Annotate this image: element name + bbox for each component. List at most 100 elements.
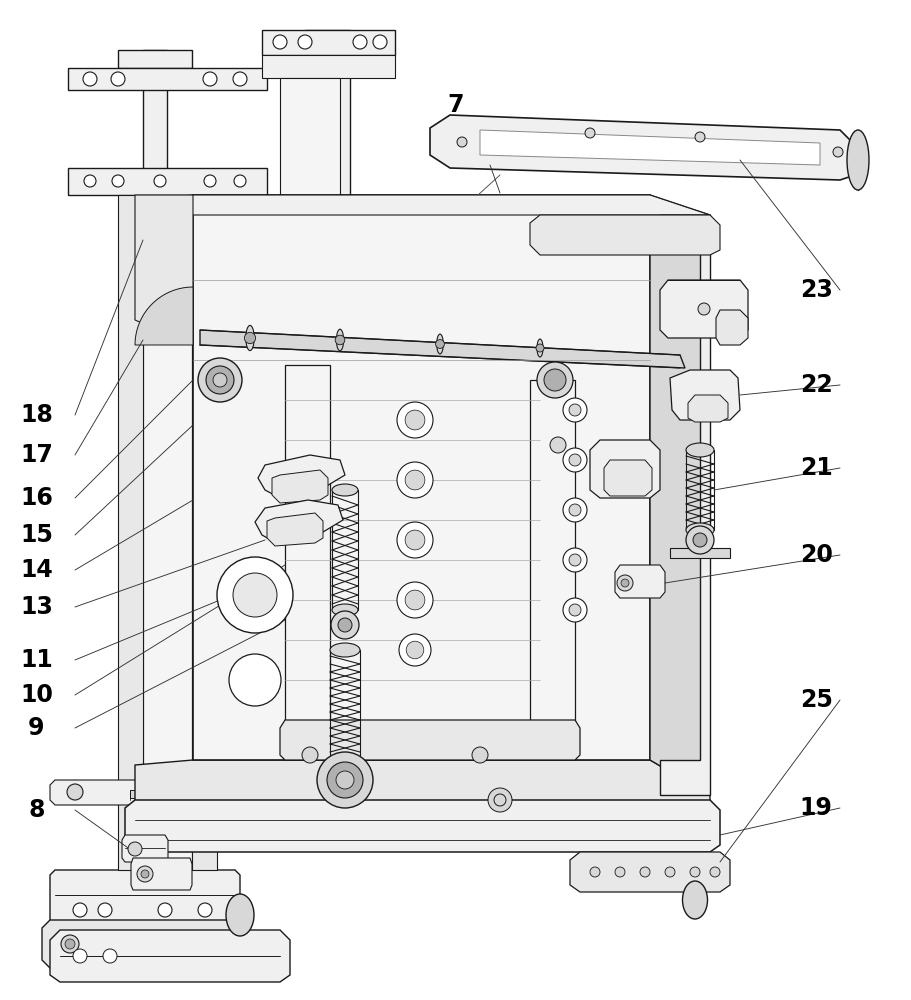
- Polygon shape: [42, 920, 248, 968]
- Circle shape: [83, 72, 97, 86]
- Circle shape: [302, 747, 318, 763]
- Polygon shape: [284, 365, 330, 740]
- Bar: [670, 548, 729, 558]
- Circle shape: [614, 867, 624, 877]
- Circle shape: [158, 903, 172, 917]
- Circle shape: [568, 404, 580, 416]
- Polygon shape: [135, 195, 710, 215]
- Circle shape: [562, 598, 587, 622]
- Polygon shape: [687, 395, 727, 422]
- Ellipse shape: [246, 325, 254, 351]
- Text: 9: 9: [28, 716, 45, 740]
- Circle shape: [335, 771, 353, 789]
- Polygon shape: [143, 195, 192, 870]
- Polygon shape: [261, 55, 394, 78]
- Circle shape: [84, 175, 96, 187]
- Polygon shape: [267, 513, 322, 546]
- Circle shape: [568, 554, 580, 566]
- Polygon shape: [192, 195, 217, 870]
- Ellipse shape: [226, 894, 254, 936]
- Circle shape: [664, 867, 674, 877]
- Circle shape: [404, 470, 425, 490]
- Circle shape: [137, 866, 153, 882]
- Circle shape: [472, 747, 487, 763]
- Circle shape: [562, 498, 587, 522]
- Ellipse shape: [685, 443, 713, 457]
- Circle shape: [396, 462, 433, 498]
- Circle shape: [97, 903, 112, 917]
- Polygon shape: [271, 470, 328, 503]
- Polygon shape: [68, 168, 267, 195]
- Circle shape: [562, 548, 587, 572]
- Circle shape: [456, 137, 466, 147]
- Polygon shape: [479, 130, 819, 165]
- Circle shape: [685, 526, 713, 554]
- Text: 19: 19: [799, 796, 832, 820]
- Circle shape: [398, 634, 431, 666]
- Circle shape: [617, 575, 632, 591]
- Polygon shape: [50, 930, 290, 982]
- Circle shape: [141, 870, 148, 878]
- Circle shape: [353, 35, 366, 49]
- Text: 20: 20: [799, 543, 832, 567]
- Text: 13: 13: [20, 595, 53, 619]
- Circle shape: [198, 358, 241, 402]
- Circle shape: [543, 369, 566, 391]
- Circle shape: [589, 867, 599, 877]
- Ellipse shape: [332, 604, 358, 616]
- Polygon shape: [200, 330, 684, 368]
- Circle shape: [568, 454, 580, 466]
- Circle shape: [396, 402, 433, 438]
- Polygon shape: [122, 835, 168, 862]
- Circle shape: [232, 72, 247, 86]
- Circle shape: [404, 530, 425, 550]
- Text: 15: 15: [20, 523, 53, 547]
- Ellipse shape: [330, 753, 360, 767]
- Ellipse shape: [846, 130, 868, 190]
- Circle shape: [537, 362, 572, 398]
- Circle shape: [73, 949, 87, 963]
- Ellipse shape: [681, 881, 707, 919]
- Circle shape: [73, 903, 87, 917]
- Circle shape: [549, 437, 566, 453]
- Polygon shape: [68, 68, 267, 90]
- Circle shape: [494, 794, 506, 806]
- Circle shape: [338, 618, 352, 632]
- Text: 25: 25: [799, 688, 832, 712]
- Circle shape: [692, 533, 706, 547]
- Polygon shape: [131, 858, 192, 890]
- Polygon shape: [569, 852, 729, 892]
- Text: 21: 21: [799, 456, 832, 480]
- Text: 16: 16: [20, 486, 53, 510]
- Circle shape: [298, 35, 312, 49]
- Circle shape: [229, 654, 281, 706]
- Text: 7: 7: [447, 93, 464, 117]
- Circle shape: [213, 373, 227, 387]
- Circle shape: [373, 35, 386, 49]
- Polygon shape: [670, 370, 739, 420]
- Text: 10: 10: [20, 683, 53, 707]
- Text: 14: 14: [20, 558, 53, 582]
- Circle shape: [234, 175, 246, 187]
- Ellipse shape: [332, 484, 358, 496]
- Polygon shape: [258, 455, 344, 498]
- Circle shape: [204, 175, 216, 187]
- Text: 23: 23: [799, 278, 832, 302]
- Ellipse shape: [336, 329, 343, 351]
- Circle shape: [206, 366, 234, 394]
- Circle shape: [562, 448, 587, 472]
- Text: 22: 22: [799, 373, 832, 397]
- Polygon shape: [715, 310, 747, 345]
- Circle shape: [404, 410, 425, 430]
- Polygon shape: [125, 800, 719, 852]
- Polygon shape: [261, 30, 394, 55]
- Circle shape: [272, 35, 287, 49]
- Text: 11: 11: [20, 648, 53, 672]
- Circle shape: [832, 147, 842, 157]
- Circle shape: [568, 504, 580, 516]
- Circle shape: [335, 335, 344, 345]
- Ellipse shape: [537, 339, 542, 357]
- Circle shape: [232, 573, 277, 617]
- Polygon shape: [143, 50, 167, 870]
- Circle shape: [487, 788, 511, 812]
